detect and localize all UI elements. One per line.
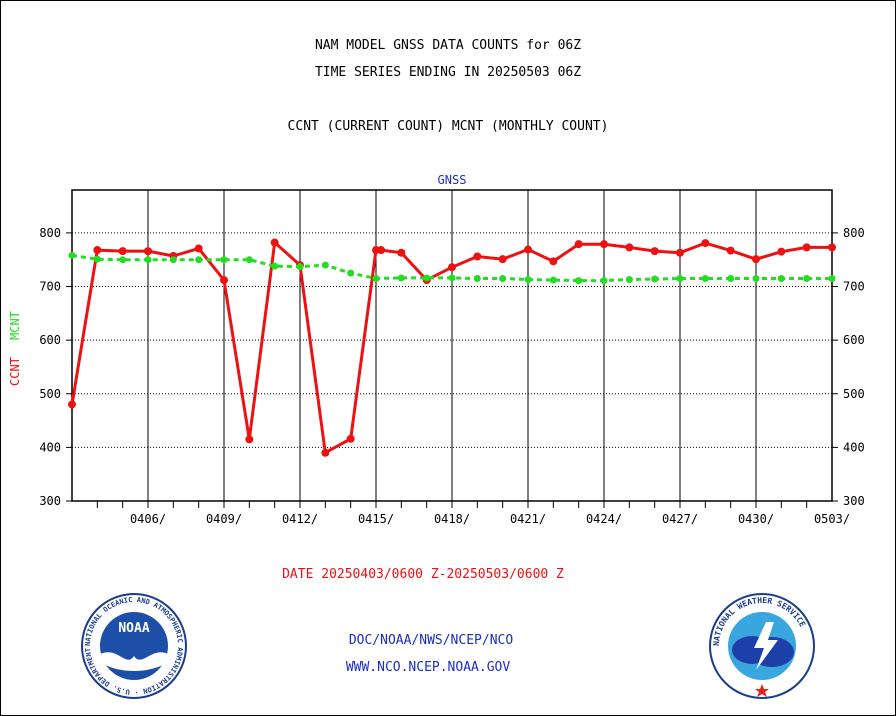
data-point-ccnt <box>650 247 659 256</box>
y-tick-label-left: 800 <box>39 226 61 240</box>
data-point-ccnt <box>118 247 127 256</box>
y-tick-label-right: 600 <box>843 333 865 347</box>
y-tick-label-right: 300 <box>843 494 865 508</box>
data-point-ccnt <box>397 248 406 257</box>
data-point-mcnt <box>195 256 203 264</box>
data-point-mcnt <box>68 251 76 259</box>
data-point-mcnt <box>549 276 557 284</box>
data-point-ccnt <box>93 246 102 255</box>
data-point-ccnt <box>346 434 355 443</box>
chart-title-line-2: TIME SERIES ENDING IN 20250503 06Z <box>314 65 582 80</box>
noaa-logo-text: NOAA <box>118 621 149 636</box>
yaxis-label: CCNT MCNT <box>8 311 22 386</box>
data-point-ccnt <box>321 448 330 457</box>
chart-title-line-1: NAM MODEL GNSS DATA COUNTS for 06Z <box>314 38 582 53</box>
x-tick-label: 0415/ <box>358 512 394 526</box>
data-point-ccnt <box>574 240 583 249</box>
data-point-mcnt <box>676 274 684 282</box>
data-point-ccnt <box>701 239 710 248</box>
x-tick-label: 0409/ <box>206 512 242 526</box>
data-point-ccnt <box>777 247 786 256</box>
data-point-mcnt <box>625 276 633 284</box>
data-point-mcnt <box>448 274 456 282</box>
data-point-mcnt <box>144 256 152 264</box>
axis-layer: 300 300 400 400 500 500 600 600 700 700 800 800 0406… <box>39 189 865 526</box>
data-point-mcnt <box>220 256 228 264</box>
data-point-mcnt <box>524 276 532 284</box>
data-point-ccnt <box>270 238 279 247</box>
data-point-mcnt <box>347 269 355 277</box>
data-point-mcnt <box>372 274 380 282</box>
y-tick-label-right: 800 <box>843 226 865 240</box>
x-tick-label: 0503/ <box>814 512 850 526</box>
gnss-count-chart: 300 300 400 400 500 500 600 600 700 700 800 800 0406… <box>8 173 865 582</box>
data-point-mcnt <box>752 274 760 282</box>
data-point-ccnt <box>524 245 532 254</box>
series-layer <box>68 238 836 457</box>
data-point-mcnt <box>727 274 735 282</box>
x-tick-label: 0412/ <box>282 512 318 526</box>
footer-url[interactable]: WWW.NCO.NCEP.NOAA.GOV <box>345 660 511 675</box>
data-point-ccnt <box>377 246 386 255</box>
data-point-ccnt <box>473 252 482 261</box>
y-tick-label-right: 500 <box>843 387 865 401</box>
yaxis-label-mcnt: MCNT <box>8 311 22 340</box>
x-tick-label: 0418/ <box>434 512 470 526</box>
data-point-mcnt <box>93 255 101 263</box>
data-point-mcnt <box>321 261 329 269</box>
data-point-mcnt <box>423 274 431 282</box>
y-tick-label-left: 600 <box>39 333 61 347</box>
data-point-ccnt <box>625 243 634 252</box>
data-point-mcnt <box>651 275 659 283</box>
x-tick-label: 0421/ <box>510 512 546 526</box>
xaxis-label: DATE 20250403/0600 Z-20250503/0600 Z <box>282 567 564 582</box>
data-point-ccnt <box>676 248 684 257</box>
data-point-ccnt <box>752 255 760 264</box>
data-point-ccnt <box>600 240 608 249</box>
data-point-ccnt <box>245 435 254 444</box>
y-tick-label-right: 400 <box>843 440 865 454</box>
data-point-mcnt <box>296 263 304 271</box>
x-tick-label: 0427/ <box>662 512 698 526</box>
data-point-mcnt <box>119 256 127 264</box>
x-tick-label: 0424/ <box>586 512 622 526</box>
data-point-ccnt <box>828 243 836 252</box>
y-tick-label-left: 300 <box>39 494 61 508</box>
data-point-mcnt <box>397 274 405 282</box>
data-point-ccnt <box>726 246 735 255</box>
y-tick-label-right: 700 <box>843 280 865 294</box>
y-tick-label-left: 700 <box>39 280 61 294</box>
data-point-mcnt <box>828 274 836 282</box>
data-point-ccnt <box>144 247 152 256</box>
data-point-ccnt <box>68 400 76 409</box>
data-point-mcnt <box>271 262 279 270</box>
data-point-mcnt <box>777 274 785 282</box>
data-point-mcnt <box>499 274 507 282</box>
series-line-ccnt <box>70 241 832 455</box>
yaxis-label-ccnt: CCNT <box>8 357 22 386</box>
footer-org: DOC/NOAA/NWS/NCEP/NCO <box>348 633 514 648</box>
data-point-ccnt <box>549 257 558 266</box>
data-point-mcnt <box>701 274 709 282</box>
noaa-logo: NATIONAL OCEANIC AND ATMOSPHERIC ADMINIS… <box>80 592 187 699</box>
x-tick-label: 0430/ <box>738 512 774 526</box>
data-point-mcnt <box>575 277 583 285</box>
chart-title-line-3: CCNT (CURRENT COUNT) MCNT (MONTHLY COUNT… <box>287 119 609 134</box>
data-point-mcnt <box>600 277 608 285</box>
data-point-ccnt <box>194 244 203 253</box>
data-point-mcnt <box>473 274 481 282</box>
data-point-ccnt <box>498 255 507 264</box>
data-point-mcnt <box>803 274 811 282</box>
data-point-ccnt <box>448 263 456 272</box>
nws-logo: NATIONAL WEATHER SERVICE <box>709 593 815 699</box>
data-point-ccnt <box>220 276 228 285</box>
panel-title: GNSS <box>438 173 467 187</box>
y-tick-label-left: 400 <box>39 440 61 454</box>
grid-layer <box>72 190 833 501</box>
y-tick-label-left: 500 <box>39 387 61 401</box>
x-tick-label: 0406/ <box>130 512 166 526</box>
data-point-ccnt <box>802 243 811 252</box>
data-point-mcnt <box>169 256 177 264</box>
data-point-mcnt <box>245 256 253 264</box>
